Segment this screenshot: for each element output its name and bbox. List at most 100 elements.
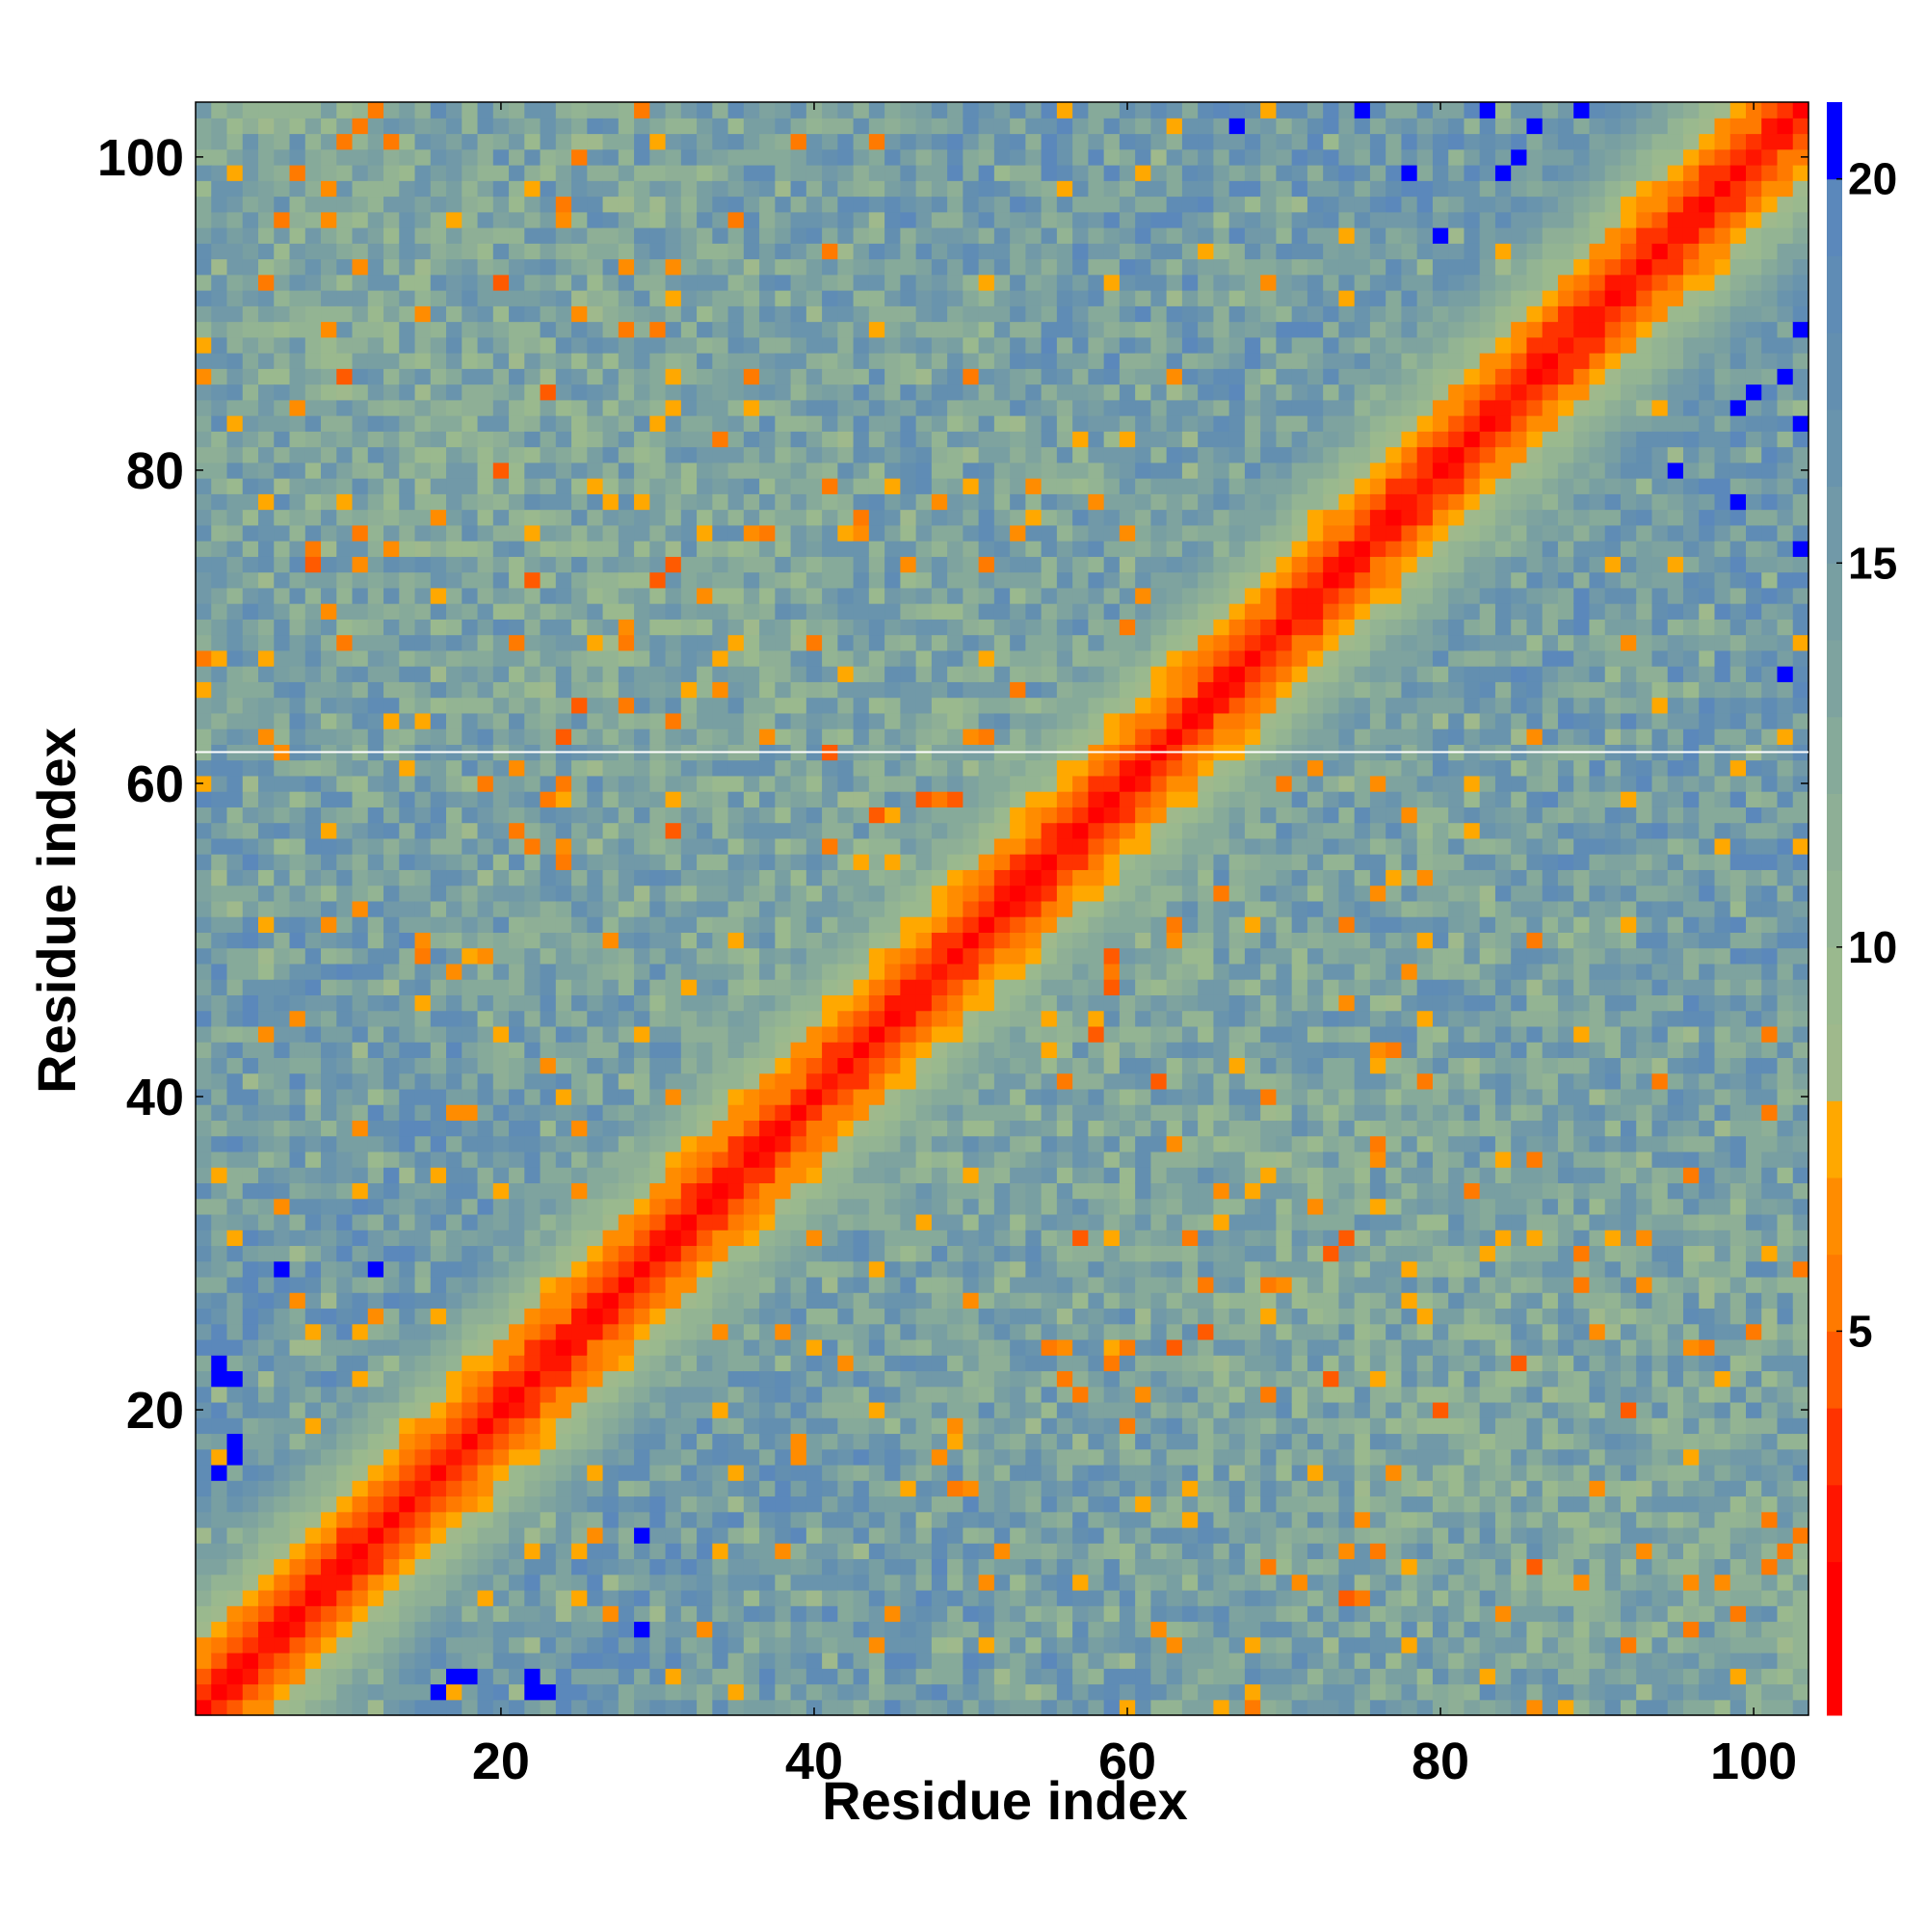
heatmap-cell [211, 807, 228, 824]
heatmap-cell [524, 1495, 541, 1513]
heatmap-cell [367, 258, 384, 276]
heatmap-cell [352, 1010, 369, 1027]
heatmap-cell [680, 556, 698, 573]
heatmap-cell [790, 274, 807, 291]
heatmap-cell [915, 1448, 933, 1466]
heatmap-cell [242, 541, 259, 557]
heatmap-cell [336, 1401, 354, 1418]
heatmap-cell [665, 165, 682, 181]
heatmap-cell [477, 869, 494, 887]
heatmap-cell [931, 963, 948, 980]
heatmap-cell [242, 1104, 259, 1122]
heatmap-cell [336, 775, 354, 792]
heatmap-cell [414, 353, 432, 369]
heatmap-cell [509, 1574, 525, 1591]
heatmap-cell [274, 979, 291, 995]
heatmap-cell [587, 979, 604, 995]
heatmap-cell [492, 1543, 510, 1560]
heatmap-cell [680, 180, 698, 198]
heatmap-cell [274, 1198, 291, 1215]
heatmap-cell [618, 274, 635, 291]
heatmap-cell [805, 728, 823, 745]
heatmap-cell [712, 509, 729, 526]
heatmap-cell [665, 1182, 682, 1200]
heatmap-cell [790, 1370, 807, 1388]
heatmap-cell [383, 634, 400, 651]
heatmap-cell [759, 603, 776, 620]
heatmap-cell [304, 932, 322, 949]
heatmap-cell [492, 243, 510, 260]
heatmap-cell [321, 947, 337, 965]
heatmap-cell [680, 462, 698, 479]
heatmap-cell [618, 1526, 635, 1544]
heatmap-cell [822, 102, 838, 119]
heatmap-cell [634, 165, 650, 181]
heatmap-cell [618, 1683, 635, 1701]
heatmap-cell [775, 869, 792, 887]
heatmap-cell [853, 290, 870, 306]
heatmap-cell [759, 368, 776, 385]
heatmap-cell [477, 1526, 494, 1544]
heatmap-cell [304, 869, 322, 887]
heatmap-cell [743, 133, 760, 150]
heatmap-cell [446, 759, 462, 777]
heatmap-cell [242, 1511, 259, 1528]
heatmap-cell [790, 290, 807, 306]
heatmap-cell [571, 1526, 588, 1544]
heatmap-cell [352, 524, 369, 542]
heatmap-cell [743, 336, 760, 354]
heatmap-cell [446, 1308, 462, 1325]
heatmap-cell [805, 791, 823, 807]
heatmap-cell [524, 1480, 541, 1497]
heatmap-cell [587, 258, 604, 276]
heatmap-cell [853, 336, 870, 354]
heatmap-cell [492, 791, 510, 807]
heatmap-cell [900, 541, 917, 557]
heatmap-cell [587, 728, 604, 745]
heatmap-cell [414, 1526, 432, 1544]
heatmap-cell [555, 822, 572, 839]
heatmap-cell [665, 415, 682, 432]
heatmap-cell [805, 305, 823, 323]
heatmap-cell [853, 1464, 870, 1481]
heatmap-cell [665, 211, 682, 228]
heatmap-cell [587, 290, 604, 306]
heatmap-cell [462, 666, 479, 682]
heatmap-cell [430, 1072, 447, 1090]
heatmap-cell [242, 1636, 259, 1654]
heatmap-cell [242, 603, 259, 620]
heatmap-cell [618, 1276, 635, 1293]
heatmap-cell [805, 900, 823, 917]
heatmap-cell [399, 1401, 416, 1418]
heatmap-cell [868, 462, 885, 479]
heatmap-cell [242, 666, 259, 682]
heatmap-cell [868, 1292, 885, 1310]
heatmap-cell [759, 541, 776, 557]
heatmap-cell [743, 1057, 760, 1074]
heatmap-cell [367, 681, 384, 699]
heatmap-cell [649, 1135, 667, 1152]
heatmap-cell [900, 165, 917, 181]
heatmap-cell [336, 274, 354, 291]
heatmap-cell [697, 1386, 713, 1403]
heatmap-cell [383, 415, 400, 432]
heatmap-cell [805, 1025, 823, 1043]
heatmap-cell [430, 1245, 447, 1262]
heatmap-cell [226, 180, 244, 198]
heatmap-cell [649, 1104, 667, 1122]
heatmap-cell [289, 619, 306, 636]
heatmap-cell [900, 994, 917, 1012]
heatmap-cell [602, 1401, 620, 1418]
heatmap-cell [618, 619, 635, 636]
heatmap-cell [649, 399, 667, 416]
heatmap-cell [915, 837, 933, 855]
heatmap-cell [665, 1292, 682, 1310]
heatmap-cell [477, 1308, 494, 1325]
heatmap-cell [321, 1511, 337, 1528]
heatmap-cell [571, 963, 588, 980]
heatmap-cell [868, 619, 885, 636]
heatmap-cell [367, 728, 384, 745]
heatmap-cell [524, 274, 541, 291]
heatmap-cell [211, 1621, 228, 1638]
heatmap-cell [915, 211, 933, 228]
